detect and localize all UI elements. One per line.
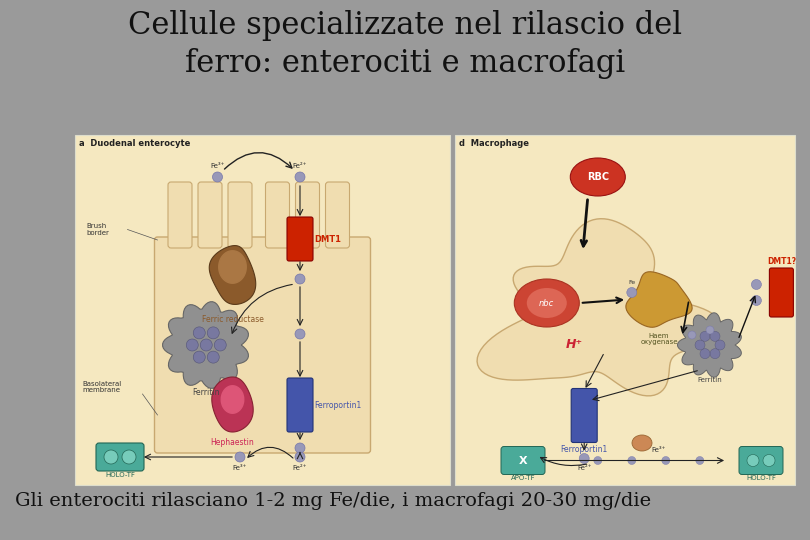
Polygon shape (209, 246, 256, 305)
Circle shape (295, 274, 305, 284)
Ellipse shape (526, 288, 567, 318)
Circle shape (627, 287, 637, 298)
FancyBboxPatch shape (739, 447, 783, 475)
Text: DMT1?: DMT1? (767, 257, 796, 266)
FancyBboxPatch shape (266, 182, 289, 248)
FancyBboxPatch shape (571, 388, 597, 442)
Text: nbc: nbc (539, 299, 554, 307)
Circle shape (579, 454, 589, 463)
Circle shape (700, 332, 710, 341)
Text: Fe³⁺: Fe³⁺ (232, 465, 247, 471)
Circle shape (628, 456, 636, 464)
Circle shape (295, 443, 305, 453)
Circle shape (200, 339, 212, 351)
Polygon shape (221, 386, 244, 413)
Polygon shape (477, 219, 722, 396)
Text: d  Macrophage: d Macrophage (459, 139, 529, 148)
Text: Fe²⁺: Fe²⁺ (292, 465, 307, 471)
Text: APO-TF: APO-TF (510, 476, 535, 482)
Circle shape (295, 172, 305, 182)
Circle shape (295, 452, 305, 462)
Text: Ferric reductase: Ferric reductase (202, 315, 263, 325)
FancyBboxPatch shape (296, 182, 319, 248)
Text: Ferritin: Ferritin (697, 377, 723, 383)
Circle shape (695, 340, 705, 350)
FancyBboxPatch shape (96, 443, 144, 471)
Text: Ferroportin1: Ferroportin1 (314, 401, 361, 409)
Text: Fe: Fe (629, 280, 635, 285)
Circle shape (752, 295, 761, 306)
Polygon shape (219, 251, 246, 284)
Circle shape (235, 452, 245, 462)
Circle shape (194, 327, 205, 339)
Circle shape (763, 455, 775, 467)
FancyBboxPatch shape (501, 447, 545, 475)
FancyBboxPatch shape (198, 182, 222, 248)
Circle shape (186, 339, 198, 351)
Ellipse shape (632, 435, 652, 451)
Text: Cellule specializzate nel rilascio del
ferro: enterociti e macrofagi: Cellule specializzate nel rilascio del f… (128, 10, 682, 79)
Text: DMT1: DMT1 (314, 234, 341, 244)
FancyBboxPatch shape (168, 182, 192, 248)
Text: Ferritin: Ferritin (193, 388, 220, 397)
Circle shape (212, 172, 223, 182)
Text: Fe³⁺: Fe³⁺ (652, 447, 666, 453)
FancyBboxPatch shape (75, 135, 450, 485)
Text: Hephaestin: Hephaestin (211, 438, 254, 447)
Circle shape (194, 351, 205, 363)
Text: Fe³⁺: Fe³⁺ (211, 163, 224, 169)
Text: Haem
oxygenase: Haem oxygenase (640, 333, 678, 345)
Circle shape (207, 327, 220, 339)
Circle shape (295, 329, 305, 339)
Text: H⁺: H⁺ (565, 339, 582, 352)
Circle shape (710, 332, 720, 341)
Circle shape (696, 456, 704, 464)
Text: RBC: RBC (586, 172, 609, 182)
Text: Gli enterociti rilasciano 1-2 mg Fe/die, i macrofagi 20-30 mg/die: Gli enterociti rilasciano 1-2 mg Fe/die,… (15, 492, 651, 510)
Circle shape (706, 326, 714, 334)
Text: Fe²⁺: Fe²⁺ (577, 465, 591, 471)
Circle shape (747, 455, 759, 467)
FancyBboxPatch shape (455, 135, 795, 485)
Text: Brush
border: Brush border (86, 223, 109, 236)
FancyBboxPatch shape (228, 182, 252, 248)
Circle shape (662, 456, 670, 464)
Circle shape (688, 331, 696, 339)
Ellipse shape (514, 279, 579, 327)
Circle shape (594, 456, 602, 464)
FancyBboxPatch shape (770, 268, 794, 317)
Polygon shape (626, 272, 692, 327)
Circle shape (122, 450, 136, 464)
FancyBboxPatch shape (287, 217, 313, 261)
Polygon shape (163, 302, 249, 388)
Text: X: X (518, 456, 527, 465)
FancyBboxPatch shape (326, 182, 349, 248)
Circle shape (700, 349, 710, 359)
Text: HOLO-TF: HOLO-TF (746, 476, 776, 482)
Circle shape (715, 340, 725, 350)
Polygon shape (677, 313, 741, 377)
Circle shape (104, 450, 118, 464)
Polygon shape (211, 377, 254, 432)
Text: a  Duodenal enterocyte: a Duodenal enterocyte (79, 139, 190, 148)
Text: Basolateral
membrane: Basolateral membrane (83, 381, 122, 394)
Ellipse shape (570, 158, 625, 196)
FancyBboxPatch shape (287, 378, 313, 432)
Circle shape (215, 339, 226, 351)
Circle shape (710, 349, 720, 359)
Circle shape (752, 280, 761, 289)
Text: HOLO-TF: HOLO-TF (105, 472, 135, 478)
Text: Fe²⁺: Fe²⁺ (292, 163, 307, 169)
Circle shape (207, 351, 220, 363)
Text: Ferroportin1: Ferroportin1 (561, 444, 608, 454)
FancyBboxPatch shape (155, 237, 370, 453)
